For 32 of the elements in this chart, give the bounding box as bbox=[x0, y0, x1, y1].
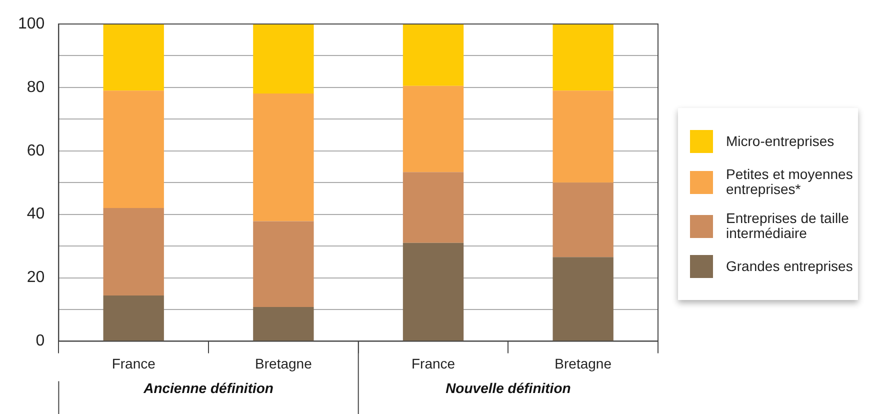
bar bbox=[402, 24, 464, 86]
legend-label: Grandes entreprises bbox=[726, 258, 854, 274]
bar bbox=[552, 182, 614, 258]
bar bbox=[552, 90, 614, 183]
text: Ancienne définition bbox=[142, 380, 274, 396]
bar bbox=[103, 208, 164, 296]
bar bbox=[253, 221, 314, 307]
bar bbox=[402, 172, 464, 243]
bar bbox=[253, 93, 314, 222]
legend-label: Micro-entreprises bbox=[726, 133, 836, 149]
bar bbox=[552, 24, 614, 91]
bar bbox=[552, 257, 614, 341]
y-tick-label: 20 bbox=[26, 269, 45, 286]
y-tick-label: 0 bbox=[36, 332, 45, 350]
legend-label: Petites et moyennes entreprises* bbox=[726, 166, 854, 197]
y-tick-label: 60 bbox=[26, 142, 45, 160]
bar bbox=[103, 296, 164, 341]
bar bbox=[103, 24, 164, 91]
text: Nouvelle définition bbox=[446, 380, 571, 396]
y-tick-label: 40 bbox=[26, 206, 45, 223]
x-tick-label: Bretagne bbox=[255, 355, 312, 372]
bar bbox=[103, 90, 164, 208]
x-tick-label: France bbox=[411, 355, 456, 372]
y-tick-label: 80 bbox=[26, 78, 45, 96]
bar bbox=[253, 24, 314, 94]
x-tick-label: Bretagne bbox=[554, 355, 612, 372]
legend-label: Entreprises de taille intermédiaire bbox=[726, 210, 850, 241]
bar bbox=[402, 242, 464, 341]
bar bbox=[402, 86, 464, 172]
bar bbox=[253, 306, 314, 341]
x-tick-label: France bbox=[112, 355, 156, 372]
y-tick-label: 100 bbox=[18, 15, 45, 32]
